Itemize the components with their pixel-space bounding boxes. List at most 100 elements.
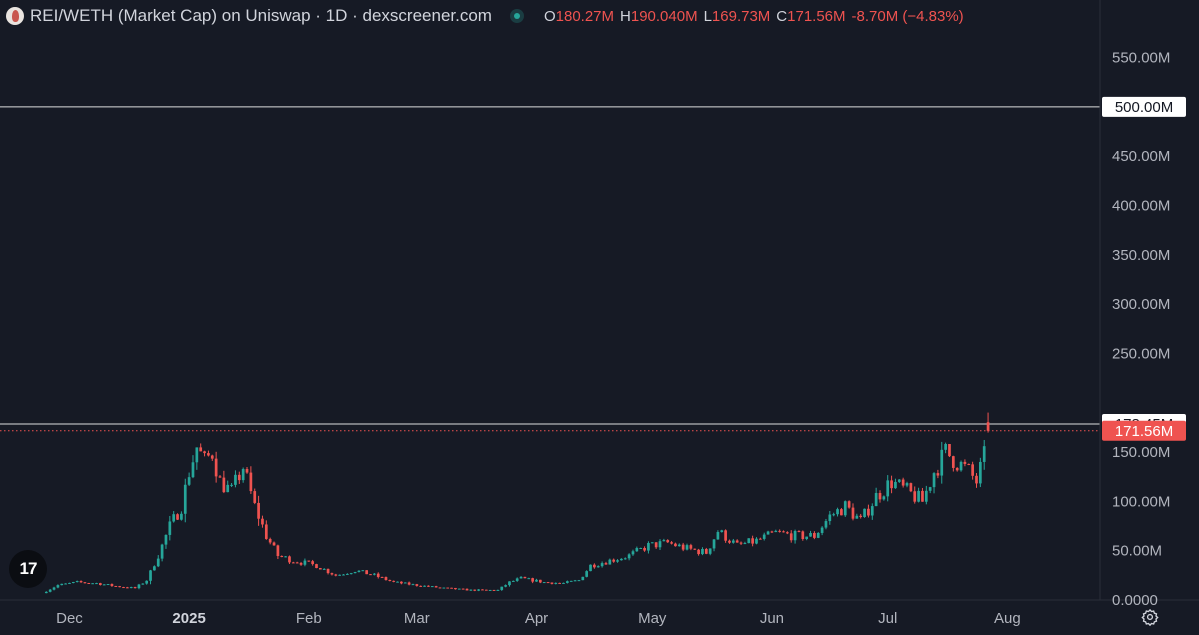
candle bbox=[291, 561, 295, 564]
price-line-label-0: 500.00M bbox=[1115, 99, 1173, 116]
candle bbox=[241, 467, 245, 483]
candle bbox=[346, 573, 349, 575]
candle bbox=[539, 579, 542, 584]
candle bbox=[454, 587, 457, 590]
candle bbox=[836, 507, 839, 517]
candle bbox=[886, 475, 890, 502]
candle bbox=[677, 543, 681, 547]
candle bbox=[778, 529, 781, 533]
candle bbox=[963, 459, 967, 467]
candle bbox=[168, 515, 172, 541]
candle bbox=[457, 588, 461, 590]
candle bbox=[75, 580, 79, 583]
candle bbox=[210, 454, 214, 461]
candle bbox=[214, 451, 218, 483]
candle bbox=[782, 530, 785, 533]
candle bbox=[226, 480, 230, 493]
candle bbox=[620, 558, 623, 561]
candle bbox=[982, 439, 986, 470]
candle bbox=[743, 541, 747, 545]
candle bbox=[701, 547, 704, 556]
candle bbox=[731, 538, 735, 544]
x-tick-label: Jun bbox=[760, 610, 784, 627]
candle bbox=[430, 585, 434, 588]
candle bbox=[554, 582, 558, 585]
candle bbox=[728, 539, 731, 544]
y-tick-label: 100.00M bbox=[1112, 493, 1170, 510]
candle bbox=[284, 556, 287, 558]
candle bbox=[299, 561, 303, 566]
price-line-label-bg-2 bbox=[1102, 420, 1186, 441]
candle bbox=[384, 576, 388, 581]
candle bbox=[349, 572, 353, 575]
candle bbox=[114, 585, 118, 587]
candle bbox=[207, 450, 210, 457]
candle bbox=[917, 487, 920, 503]
candle bbox=[145, 580, 149, 585]
candle bbox=[647, 541, 650, 554]
candle bbox=[149, 569, 152, 585]
candle bbox=[44, 591, 48, 594]
candle bbox=[492, 589, 496, 591]
price-axis: 0.0000 50.00M 100.00M 150.00M 250.00M 300.00M… bbox=[1112, 50, 1170, 609]
candle bbox=[558, 582, 561, 584]
candles bbox=[44, 412, 990, 594]
candle bbox=[905, 481, 909, 488]
candle bbox=[280, 555, 284, 558]
candle bbox=[986, 412, 990, 433]
candle bbox=[816, 532, 820, 539]
candle bbox=[573, 579, 577, 582]
candle bbox=[369, 574, 372, 576]
candle bbox=[403, 582, 407, 584]
candle bbox=[326, 568, 330, 575]
ohlc-change: -8.70M (−4.83%) bbox=[851, 7, 964, 25]
candle bbox=[704, 547, 708, 555]
candle bbox=[504, 584, 507, 588]
candle bbox=[511, 580, 515, 582]
x-tick-label: Apr bbox=[525, 610, 548, 627]
candle bbox=[257, 495, 260, 526]
candle bbox=[542, 582, 546, 584]
candle bbox=[508, 581, 511, 587]
y-tick-label: 400.00M bbox=[1112, 198, 1170, 215]
candle bbox=[95, 582, 98, 585]
candle bbox=[419, 585, 423, 587]
candle bbox=[955, 467, 959, 472]
candle bbox=[234, 470, 237, 488]
candle bbox=[813, 531, 816, 540]
candle bbox=[133, 586, 137, 589]
candle bbox=[411, 583, 415, 586]
candle bbox=[951, 455, 955, 472]
candle bbox=[797, 530, 801, 533]
candle bbox=[870, 503, 874, 520]
chart-header: REI/WETH (Market Cap) on Uniswap · 1D · … bbox=[6, 4, 964, 28]
candle bbox=[199, 443, 203, 452]
candle bbox=[735, 539, 739, 543]
candle bbox=[527, 577, 531, 580]
candle bbox=[187, 472, 191, 486]
candle bbox=[921, 487, 924, 502]
candle bbox=[546, 581, 550, 584]
x-tick-label: Dec bbox=[56, 610, 83, 627]
candle bbox=[847, 500, 851, 509]
candle bbox=[160, 543, 164, 562]
candle bbox=[172, 511, 176, 523]
candle bbox=[303, 558, 307, 567]
ohlc-low: L169.73M bbox=[703, 7, 771, 25]
y-tick-label: 450.00M bbox=[1112, 148, 1170, 165]
candle bbox=[789, 530, 793, 543]
candle bbox=[600, 561, 604, 568]
candle bbox=[249, 466, 253, 494]
candle bbox=[311, 559, 314, 566]
tradingview-logo-icon[interactable]: 17 bbox=[9, 550, 47, 588]
candle bbox=[959, 460, 963, 472]
candle bbox=[488, 589, 492, 591]
candle bbox=[427, 585, 430, 587]
candle bbox=[897, 479, 901, 483]
y-tick-label: 0.0000 bbox=[1112, 592, 1158, 609]
price-line-label-2: 171.56M bbox=[1115, 423, 1173, 440]
candle bbox=[681, 542, 685, 552]
gear-icon[interactable] bbox=[1141, 608, 1159, 626]
candle bbox=[473, 589, 477, 592]
